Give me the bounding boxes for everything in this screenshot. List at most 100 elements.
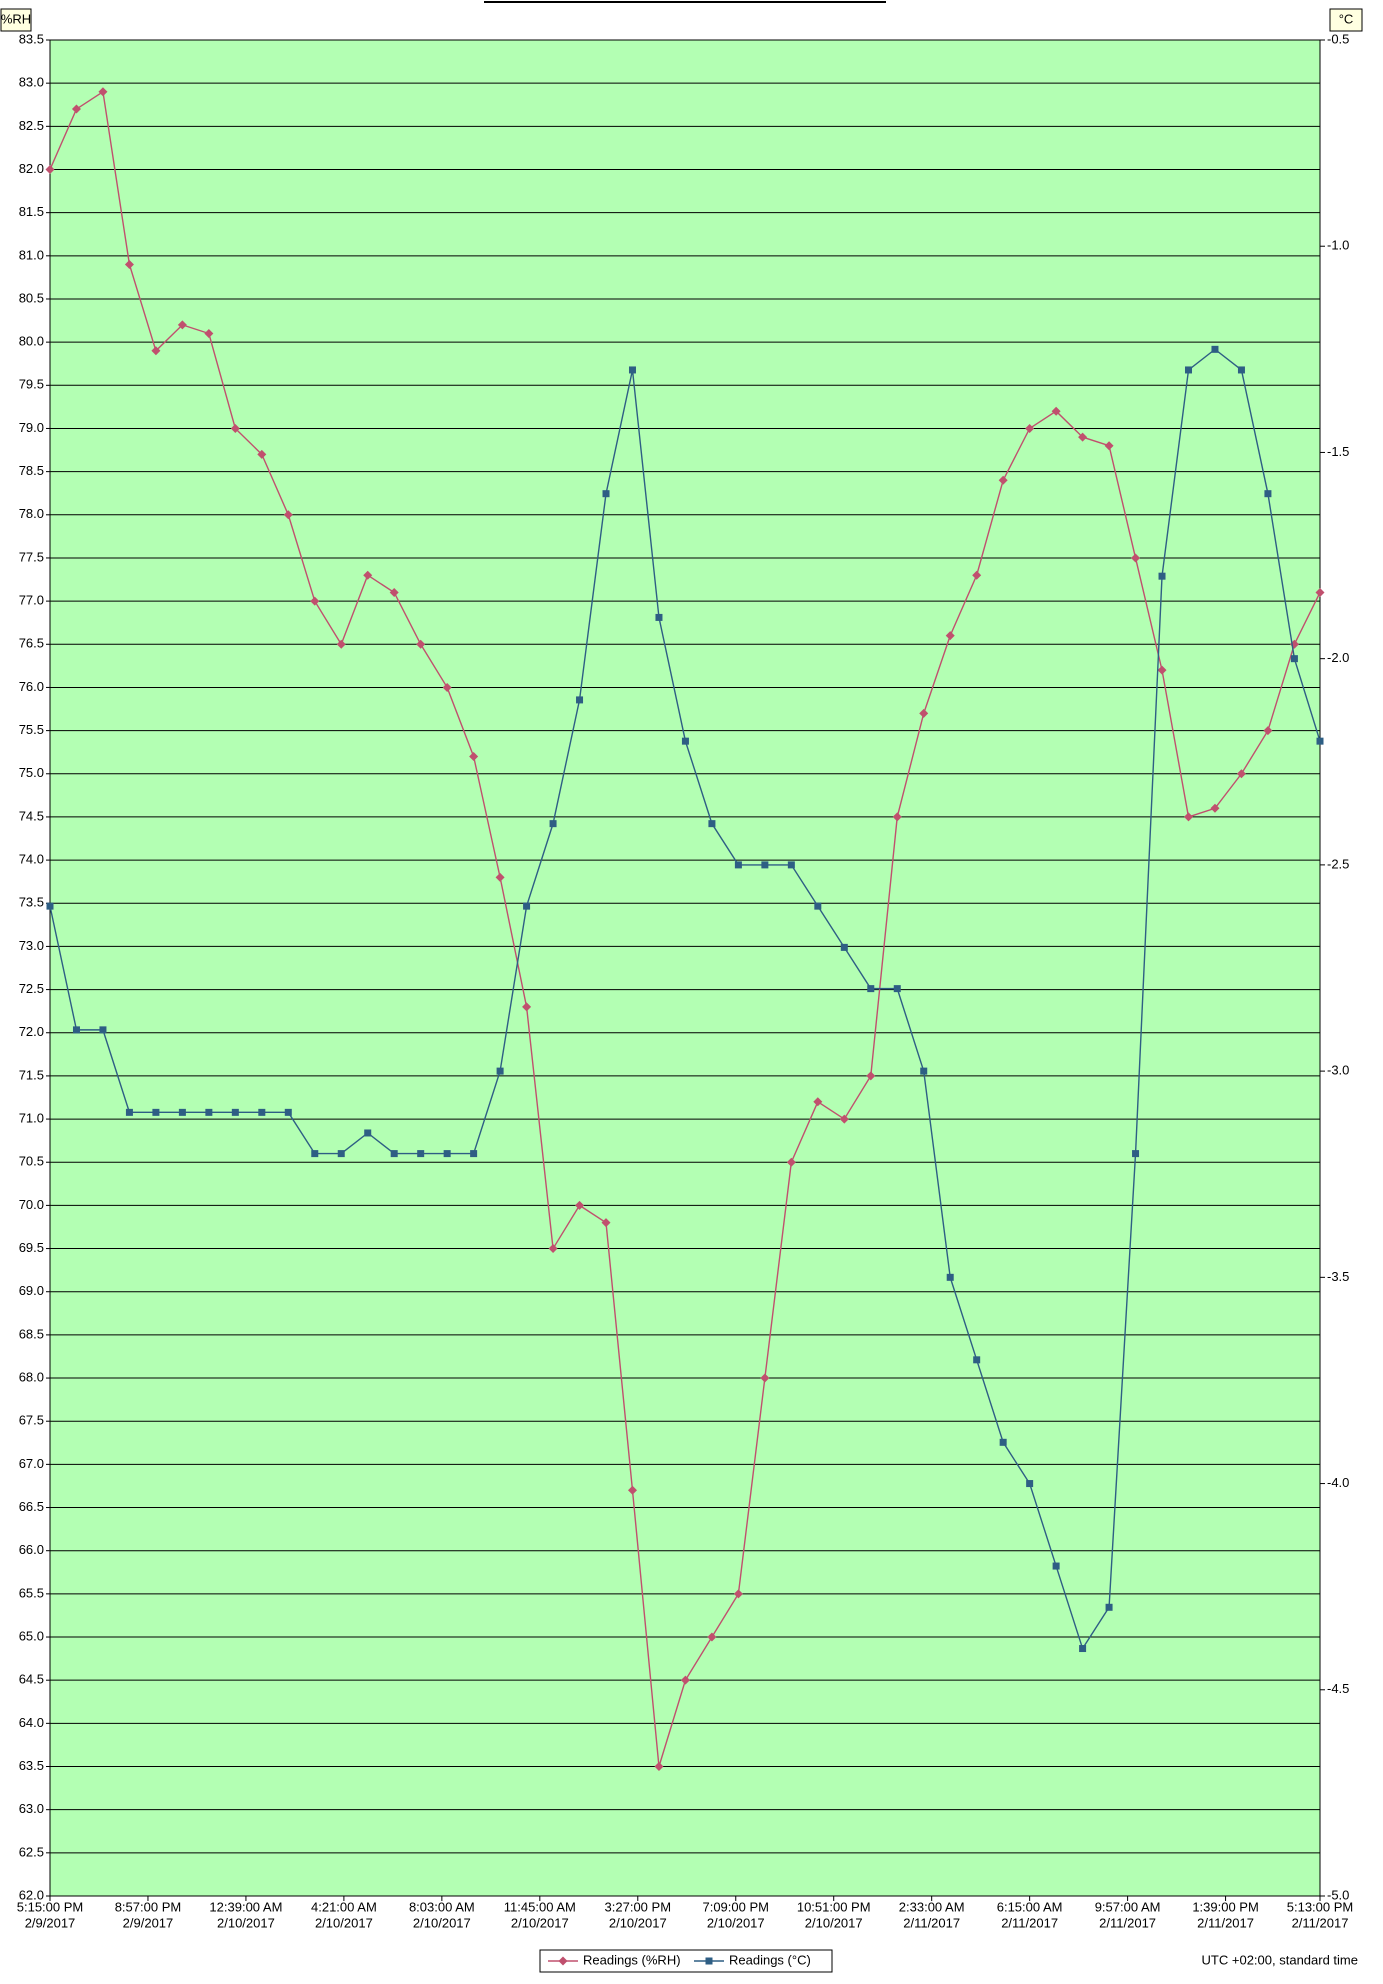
x-tick-label: 5:13:00 PM (1287, 1899, 1354, 1914)
marker (45, 164, 55, 174)
plot-border (49, 39, 1321, 1897)
marker (284, 1108, 292, 1116)
marker (364, 1129, 372, 1137)
marker (998, 475, 1008, 485)
marker (416, 639, 426, 649)
x-tick-label: 2/11/2017 (1197, 1915, 1254, 1930)
y2-tick-label: -2.0 (1327, 650, 1349, 665)
marker (1236, 769, 1246, 779)
marker (813, 1097, 823, 1107)
marker (152, 1108, 160, 1116)
legend-marker (705, 1957, 713, 1965)
x-tick-label: 4:21:00 AM (311, 1899, 377, 1914)
marker (760, 1373, 770, 1383)
x-tick-label: 2/11/2017 (1001, 1915, 1058, 1930)
plot-area (50, 40, 1320, 1896)
y-tick-label: 77.5 (19, 549, 44, 564)
marker (1104, 441, 1114, 451)
y-tick-label: 66.5 (19, 1499, 44, 1514)
y-tick-label: 67.0 (19, 1456, 44, 1471)
marker (1316, 737, 1324, 745)
x-tick-label: 2/10/2017 (315, 1915, 373, 1930)
marker (1078, 432, 1088, 442)
marker (151, 346, 161, 356)
x-tick-label: 5:15:00 PM (17, 1899, 84, 1914)
x-tick-label: 2/10/2017 (511, 1915, 569, 1930)
y-tick-label: 75.5 (19, 722, 44, 737)
marker (707, 1632, 717, 1642)
y-tick-label: 74.0 (19, 852, 44, 867)
y-tick-label: 78.0 (19, 506, 44, 521)
y-tick-label: 69.5 (19, 1240, 44, 1255)
y2-unit-box (1329, 8, 1363, 32)
marker (1290, 655, 1298, 663)
y-tick-label: 64.0 (19, 1715, 44, 1730)
y-tick-label: 68.5 (19, 1326, 44, 1341)
y-tick-label: 78.5 (19, 463, 44, 478)
y-tick-label: 81.0 (19, 247, 44, 262)
marker (1025, 423, 1035, 433)
marker (787, 861, 795, 869)
y-tick-label: 63.5 (19, 1758, 44, 1773)
x-tick-label: 2/11/2017 (1099, 1915, 1156, 1930)
y-tick-label: 64.5 (19, 1672, 44, 1687)
marker (1210, 803, 1220, 813)
marker (654, 1762, 664, 1772)
marker (1131, 553, 1141, 563)
marker (999, 1438, 1007, 1446)
y-tick-label: 79.5 (19, 377, 44, 392)
marker (125, 1108, 133, 1116)
marker (840, 943, 848, 951)
y2-tick-label: -3.5 (1327, 1269, 1349, 1284)
marker (46, 902, 54, 910)
x-tick-label: 3:27:00 PM (605, 1899, 672, 1914)
x-tick-label: 12:39:00 AM (209, 1899, 282, 1914)
marker (1026, 1480, 1034, 1488)
marker (1132, 1150, 1140, 1158)
y2-tick-label: -1.0 (1327, 238, 1349, 253)
y-tick-label: 77.0 (19, 593, 44, 608)
marker (734, 861, 742, 869)
x-tick-label: 6:15:00 AM (997, 1899, 1063, 1914)
marker (866, 1071, 876, 1081)
marker (71, 104, 81, 114)
marker (628, 366, 636, 374)
marker (311, 1150, 319, 1158)
marker (1158, 572, 1166, 580)
marker (1052, 1562, 1060, 1570)
marker (575, 1200, 585, 1210)
y2-tick-label: -2.5 (1327, 856, 1349, 871)
x-tick-label: 10:51:00 PM (797, 1899, 871, 1914)
x-tick-label: 2/9/2017 (123, 1915, 174, 1930)
marker (1105, 1603, 1113, 1611)
x-tick-label: 2:33:00 AM (899, 1899, 965, 1914)
marker (1183, 812, 1193, 822)
y2-tick-label: -4.0 (1327, 1475, 1349, 1490)
x-tick-label: 1:39:00 PM (1192, 1899, 1259, 1914)
marker (945, 631, 955, 641)
marker (733, 1589, 743, 1599)
marker (1184, 366, 1192, 374)
marker (972, 570, 982, 580)
x-tick-label: 2/9/2017 (25, 1915, 76, 1930)
y-tick-label: 73.0 (19, 938, 44, 953)
y-tick-label: 71.0 (19, 1111, 44, 1126)
marker (1051, 406, 1061, 416)
marker (390, 1150, 398, 1158)
marker (680, 1675, 690, 1685)
marker (177, 320, 187, 330)
y-tick-label: 76.5 (19, 636, 44, 651)
marker (72, 1026, 80, 1034)
y2-tick-label: -1.5 (1327, 444, 1349, 459)
y2-tick-label: -3.0 (1327, 1063, 1349, 1078)
y-tick-label: 67.5 (19, 1413, 44, 1428)
marker (1315, 587, 1325, 597)
y-tick-label: 83.5 (19, 31, 44, 46)
y-tick-label: 63.0 (19, 1801, 44, 1816)
x-tick-label: 2/11/2017 (1292, 1915, 1349, 1930)
marker (442, 682, 452, 692)
marker (973, 1356, 981, 1364)
marker (310, 596, 320, 606)
